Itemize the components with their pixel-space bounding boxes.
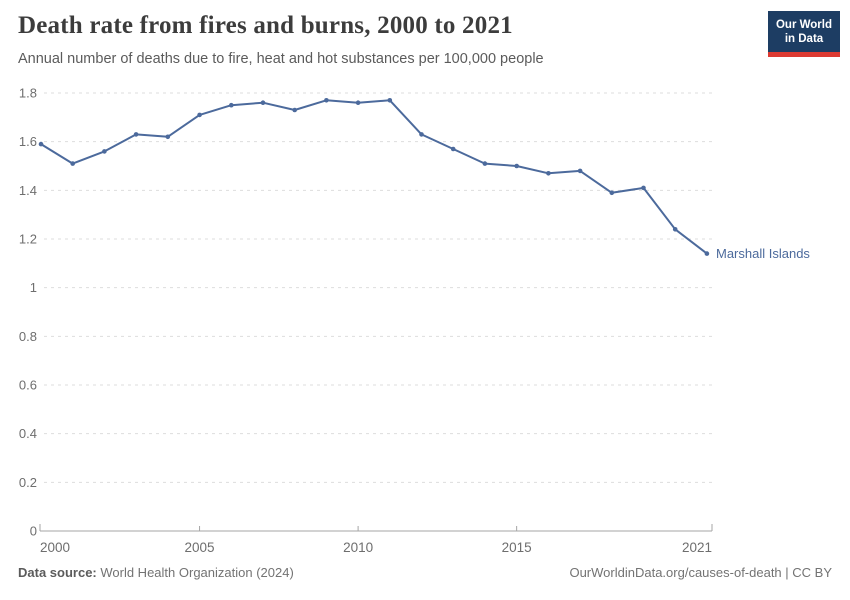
data-point-marker[interactable] — [292, 107, 298, 113]
page-title: Death rate from fires and burns, 2000 to… — [18, 12, 513, 39]
y-axis-tick-label: 1.8 — [19, 86, 37, 101]
y-axis-tick-label: 1.4 — [19, 183, 37, 198]
y-axis-tick-label: 1.6 — [19, 134, 37, 149]
y-axis-tick-label: 1 — [30, 280, 37, 295]
y-axis-tick-label: 0.4 — [19, 426, 37, 441]
chart-footer: Data source: World Health Organization (… — [18, 565, 832, 580]
data-point-marker[interactable] — [514, 163, 519, 169]
data-source-value: World Health Organization (2024) — [96, 565, 294, 580]
owid-logo-line1: Our World — [775, 19, 832, 31]
x-axis-tick-label: 2005 — [185, 540, 215, 555]
y-axis-tick-label: 0 — [30, 524, 37, 539]
data-point-marker[interactable] — [38, 141, 44, 147]
data-point-marker[interactable] — [197, 112, 202, 118]
y-axis-tick-label: 0.8 — [19, 329, 37, 344]
data-point-marker[interactable] — [102, 149, 107, 154]
data-point-marker[interactable] — [229, 102, 234, 108]
data-point-marker[interactable] — [70, 161, 75, 166]
data-point-marker[interactable] — [609, 190, 615, 196]
chart-line — [40, 99, 708, 255]
x-axis-tick-label: 2021 — [682, 540, 712, 555]
data-point-marker[interactable] — [672, 227, 678, 232]
x-axis-tick-label: 2000 — [40, 540, 70, 555]
y-axis-tick-label: 1.2 — [19, 232, 37, 247]
data-point-marker[interactable] — [546, 171, 551, 176]
data-point-marker[interactable] — [133, 132, 139, 137]
data-source: Data source: World Health Organization (… — [18, 565, 294, 580]
entity-label: Marshall Islands — [716, 246, 810, 261]
data-point-marker[interactable] — [260, 100, 266, 105]
data-point-marker[interactable] — [704, 251, 710, 256]
data-point-marker[interactable] — [387, 98, 393, 103]
data-source-label: Data source: — [18, 565, 97, 580]
data-point-marker[interactable] — [419, 132, 424, 137]
data-point-marker[interactable] — [482, 161, 488, 166]
chart-subtitle: Annual number of deaths due to fire, hea… — [18, 51, 544, 67]
x-axis-tick-label: 2015 — [502, 540, 532, 555]
data-point-marker[interactable] — [450, 146, 456, 152]
attribution: OurWorldinData.org/causes-of-death | CC … — [569, 565, 832, 580]
data-point-marker[interactable] — [324, 98, 329, 103]
data-point-marker[interactable] — [577, 168, 583, 174]
x-axis-tick-label: 2010 — [343, 540, 373, 555]
owid-logo-line2: in Data — [784, 33, 824, 46]
owid-logo: Our World in Data — [768, 11, 840, 57]
data-point-marker[interactable] — [641, 185, 646, 191]
y-axis-tick-label: 0.6 — [19, 378, 37, 393]
y-axis-tick-label: 0.2 — [19, 475, 37, 490]
data-point-marker[interactable] — [165, 134, 171, 140]
data-point-marker[interactable] — [355, 100, 361, 105]
